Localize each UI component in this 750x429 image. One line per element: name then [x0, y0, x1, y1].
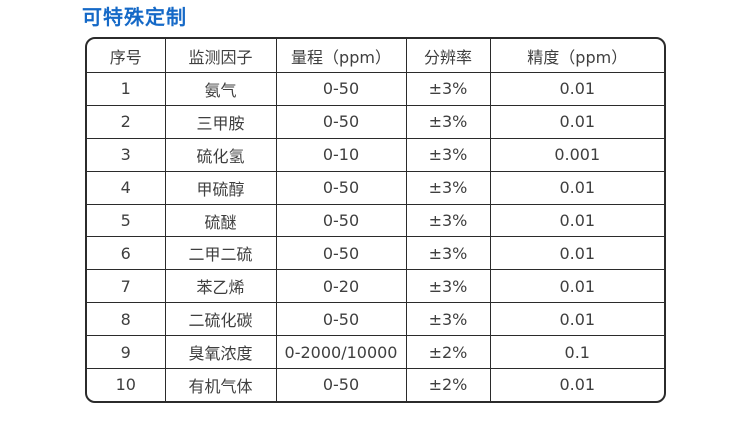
cell-range: 0-10 — [275, 137, 407, 172]
cell-serial: 7 — [87, 269, 166, 304]
cell-resolution: ±3% — [405, 137, 491, 172]
cell-range: 0-50 — [275, 236, 407, 271]
cell-precision: 0.01 — [489, 302, 664, 337]
col-header-range: 量程（ppm） — [275, 39, 407, 73]
cell-precision: 0.01 — [489, 269, 664, 304]
cell-factor: 硫化氢 — [164, 137, 277, 172]
col-header-precision: 精度（ppm） — [489, 39, 664, 73]
cell-resolution: ±3% — [405, 170, 491, 205]
cell-serial: 6 — [87, 236, 166, 271]
cell-serial: 1 — [87, 72, 166, 106]
cell-range: 0-20 — [275, 269, 407, 304]
cell-resolution: ±2% — [405, 368, 491, 401]
table-row: 8 二硫化碳 0-50 ±3% 0.01 — [87, 302, 664, 337]
cell-serial: 8 — [87, 302, 166, 337]
cell-factor: 甲硫醇 — [164, 170, 277, 205]
table-row: 9 臭氧浓度 0-2000/10000 ±2% 0.1 — [87, 335, 664, 370]
cell-range: 0-50 — [275, 368, 407, 401]
cell-precision: 0.01 — [489, 170, 664, 205]
table-row: 3 硫化氢 0-10 ±3% 0.001 — [87, 137, 664, 172]
cell-factor: 三甲胺 — [164, 104, 277, 139]
cell-range: 0-50 — [275, 170, 407, 205]
cell-resolution: ±3% — [405, 203, 491, 238]
cell-factor: 有机气体 — [164, 368, 277, 401]
cell-serial: 3 — [87, 137, 166, 172]
cell-resolution: ±3% — [405, 104, 491, 139]
cell-precision: 0.001 — [489, 137, 664, 172]
cell-serial: 2 — [87, 104, 166, 139]
cell-factor: 苯乙烯 — [164, 269, 277, 304]
header-row: 序号 监测因子 量程（ppm） 分辨率 精度（ppm） — [87, 39, 664, 73]
col-header-factor: 监测因子 — [164, 39, 277, 73]
cell-resolution: ±3% — [405, 236, 491, 271]
cell-factor: 氨气 — [164, 72, 277, 106]
cell-factor: 二硫化碳 — [164, 302, 277, 337]
cell-serial: 10 — [87, 368, 166, 401]
cell-serial: 9 — [87, 335, 166, 370]
table-row: 2 三甲胺 0-50 ±3% 0.01 — [87, 104, 664, 139]
page-title: 可特殊定制 — [82, 5, 187, 29]
table-row: 10 有机气体 0-50 ±2% 0.01 — [87, 368, 664, 401]
cell-range: 0-50 — [275, 203, 407, 238]
cell-serial: 5 — [87, 203, 166, 238]
cell-range: 0-2000/10000 — [275, 335, 407, 370]
cell-serial: 4 — [87, 170, 166, 205]
cell-range: 0-50 — [275, 72, 407, 106]
spec-table: 序号 监测因子 量程（ppm） 分辨率 精度（ppm） 1 氨气 0-50 ±3… — [87, 39, 664, 401]
cell-precision: 0.01 — [489, 203, 664, 238]
table-row: 7 苯乙烯 0-20 ±3% 0.01 — [87, 269, 664, 304]
col-header-serial: 序号 — [87, 39, 166, 73]
cell-range: 0-50 — [275, 104, 407, 139]
cell-resolution: ±3% — [405, 269, 491, 304]
table-row: 6 二甲二硫 0-50 ±3% 0.01 — [87, 236, 664, 271]
table-row: 4 甲硫醇 0-50 ±3% 0.01 — [87, 170, 664, 205]
cell-precision: 0.01 — [489, 236, 664, 271]
cell-range: 0-50 — [275, 302, 407, 337]
cell-precision: 0.01 — [489, 104, 664, 139]
cell-precision: 0.01 — [489, 368, 664, 401]
cell-precision: 0.01 — [489, 72, 664, 106]
cell-factor: 臭氧浓度 — [164, 335, 277, 370]
table-row: 5 硫醚 0-50 ±3% 0.01 — [87, 203, 664, 238]
cell-factor: 硫醚 — [164, 203, 277, 238]
cell-precision: 0.1 — [489, 335, 664, 370]
spec-table-container: 序号 监测因子 量程（ppm） 分辨率 精度（ppm） 1 氨气 0-50 ±3… — [85, 37, 666, 403]
col-header-resolution: 分辨率 — [405, 39, 491, 73]
cell-resolution: ±2% — [405, 335, 491, 370]
cell-factor: 二甲二硫 — [164, 236, 277, 271]
cell-resolution: ±3% — [405, 302, 491, 337]
cell-resolution: ±3% — [405, 72, 491, 106]
table-row: 1 氨气 0-50 ±3% 0.01 — [87, 72, 664, 106]
